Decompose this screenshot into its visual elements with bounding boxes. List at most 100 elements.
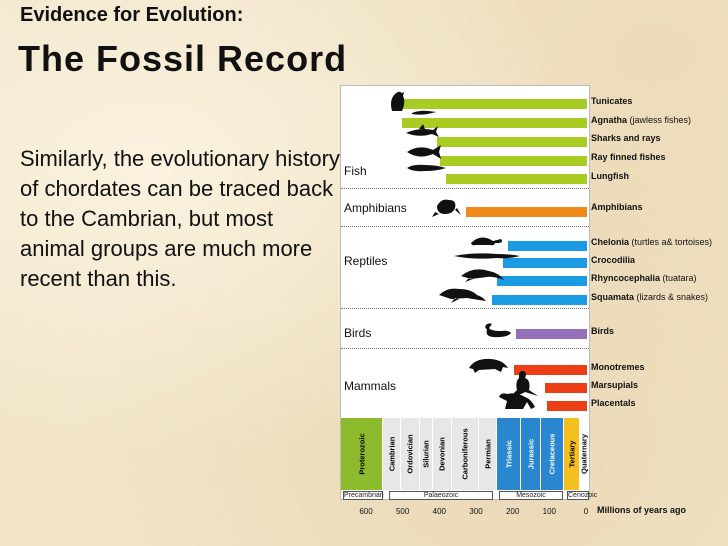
- range-bar-chelonia: [508, 241, 587, 251]
- period-label: Triassic: [504, 440, 513, 468]
- period-tertiary: Tertiary: [564, 418, 580, 490]
- x-tick-label: 500: [395, 507, 410, 516]
- legend-item-name: Squamata: [591, 292, 635, 302]
- group-separator: [341, 308, 589, 309]
- legend-item-name: Agnatha: [591, 115, 627, 125]
- fossil-record-chart: Fish Amphibians Reptiles Birds Mammals P…: [340, 85, 598, 500]
- legend-item: Ray finned fishes: [591, 152, 666, 162]
- era-precambrian: Precambrian: [343, 491, 384, 500]
- x-tick-label: 600: [359, 507, 373, 516]
- period-label: Proterozoic: [357, 433, 366, 475]
- period-label: Devonian: [437, 437, 447, 471]
- monkey-icon: [499, 393, 535, 409]
- legend-item-name: Marsupials: [591, 380, 639, 390]
- period-ordovician: Ordovician: [401, 418, 420, 490]
- legend-item-name: Birds: [591, 326, 615, 336]
- legend-item-name: Crocodilia: [591, 255, 636, 265]
- legend-item-name: Rhyncocephalia: [591, 273, 661, 283]
- range-bar-marsupials: [544, 383, 587, 393]
- era-palaeozoic: Palaeozoic: [389, 491, 493, 500]
- range-bar-lungfish: [445, 174, 587, 184]
- period-label: Permian: [483, 439, 492, 469]
- era-cenozoic: Cenozoic: [567, 491, 598, 500]
- crocodile-icon: [454, 253, 520, 259]
- range-bar-amphibians: [466, 207, 587, 217]
- period-permian: Permian: [479, 418, 497, 490]
- legend-item: Sharks and rays: [591, 133, 661, 143]
- lamprey-icon: [412, 110, 436, 115]
- echidna-icon: [469, 358, 508, 373]
- legend-item-note: (tuatara): [660, 273, 697, 283]
- ray-finned-fish-icon: [407, 145, 441, 159]
- x-axis-title: Millions of years ago: [597, 505, 687, 515]
- period-devonian: Devonian: [433, 418, 452, 490]
- group-label-birds: Birds: [344, 326, 372, 340]
- x-tick-label: 400: [432, 507, 446, 516]
- legend-item-name: Monotremes: [591, 362, 645, 372]
- legend-item-name: Ray finned fishes: [591, 152, 666, 162]
- period-jurassic: Jurassic: [521, 418, 541, 490]
- x-tick-label: 0: [583, 507, 589, 516]
- period-label: Ordovician: [405, 434, 415, 474]
- group-separator: [341, 188, 589, 189]
- legend-item: Placentals: [591, 398, 636, 408]
- legend-item: Amphibians: [591, 202, 643, 212]
- legend-item: Marsupials: [591, 380, 638, 390]
- era-mesozoic: Mesozoic: [499, 491, 563, 500]
- group-separator: [341, 226, 589, 227]
- range-bar-rhyncocephalia: [497, 276, 587, 286]
- period-label: Jurassic: [526, 438, 535, 470]
- period-label: Silurian: [421, 440, 431, 468]
- range-bar-squamata: [491, 295, 587, 305]
- range-bar-agnatha: [401, 118, 587, 128]
- range-bar-placentals: [546, 401, 587, 411]
- legend-item-note: (jawless fishes): [627, 115, 692, 125]
- shark-icon: [406, 124, 439, 137]
- legend-item-name: Sharks and rays: [591, 133, 661, 143]
- legend-item-name: Placentals: [591, 398, 636, 408]
- x-tick-label: 100: [542, 507, 556, 516]
- slide-title: The Fossil Record: [18, 38, 348, 79]
- legend-item: Rhyncocephalia (tuatara): [591, 273, 697, 283]
- legend-item: Birds: [591, 326, 614, 336]
- group-separator: [341, 348, 589, 349]
- turtle-icon: [471, 237, 503, 246]
- duck-icon: [485, 323, 511, 338]
- legend-item: Crocodilia: [591, 255, 635, 265]
- period-label: Tertiary: [567, 440, 576, 468]
- frog-icon: [432, 199, 461, 217]
- legend-item: Tunicates: [591, 96, 632, 106]
- range-bar-monotremes: [513, 365, 587, 375]
- legend-item: Monotremes: [591, 362, 645, 372]
- legend-item-name: Tunicates: [591, 96, 633, 106]
- slide-subtitle: Evidence for Evolution:: [20, 4, 244, 26]
- group-label-fish: Fish: [344, 164, 367, 178]
- slide-body-text: Similarly, the evolutionary history of c…: [20, 146, 340, 291]
- group-label-reptiles: Reptiles: [344, 254, 388, 268]
- period-cretaceous: Cretaceous: [541, 418, 564, 490]
- range-bar-birds: [515, 329, 587, 339]
- legend-item: Lungfish: [591, 171, 629, 181]
- range-bar-ray-finned-fishes: [440, 156, 587, 166]
- kangaroo-icon: [513, 370, 538, 396]
- x-tick-label: 200: [505, 507, 520, 516]
- period-quaternary: Quaternary: [580, 418, 589, 490]
- tunicate-icon: [391, 91, 405, 111]
- period-label: Quaternary: [579, 433, 589, 475]
- period-label: Carboniferous: [460, 428, 470, 480]
- period-triassic: Triassic: [497, 418, 521, 490]
- period-proterozoic: Proterozoic: [341, 418, 383, 490]
- group-label-mammals: Mammals: [344, 379, 397, 393]
- legend-item-name: Chelonia: [591, 237, 630, 247]
- range-bar-crocodilia: [502, 258, 587, 268]
- range-bar-tunicates: [392, 99, 587, 109]
- legend-item: Chelonia (turtles a& tortoises): [591, 237, 712, 247]
- period-label: Cretaceous: [547, 433, 557, 475]
- legend-item: Agnatha (jawless fishes): [591, 115, 691, 125]
- group-label-amphibians: Amphibians: [344, 201, 407, 215]
- x-tick-label: 300: [469, 507, 483, 516]
- legend-item-note: (turtles a& tortoises): [629, 237, 713, 247]
- lungfish-icon: [407, 164, 446, 172]
- period-silurian: Silurian: [420, 418, 433, 490]
- period-label: Cambrian: [387, 436, 396, 472]
